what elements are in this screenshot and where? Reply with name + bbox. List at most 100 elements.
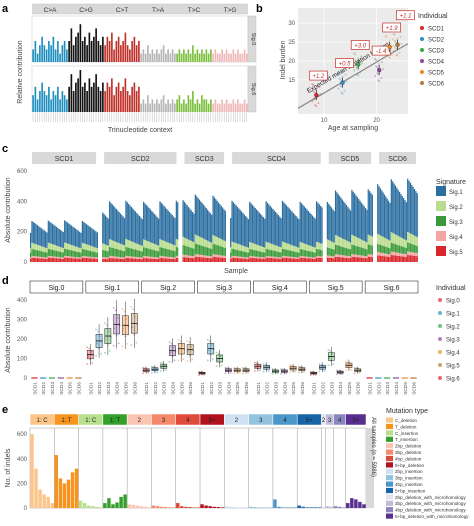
panel-a-bar	[95, 74, 97, 112]
panel-e-legend-item: C_insertion	[395, 431, 419, 436]
panel-c-bar-segment	[254, 243, 256, 251]
panel-c-bar-segment	[208, 258, 210, 262]
panel-c-bar-segment	[189, 208, 191, 241]
panel-c-bar-segment	[404, 254, 406, 257]
panel-e-bar	[139, 506, 144, 508]
panel-c-bar-segment	[117, 249, 119, 257]
panel-c-bar-segment	[183, 237, 186, 246]
panel-c-bar-segment	[68, 256, 70, 258]
panel-b-sample-point	[338, 71, 341, 74]
panel-c-bar-segment	[92, 258, 94, 262]
panel-a-bar	[198, 103, 201, 112]
panel-c-bar-segment	[351, 234, 353, 245]
panel-c-strip-label: SCD4	[267, 156, 286, 163]
panel-c-bar-segment	[61, 257, 63, 259]
panel-c-bar-segment	[32, 243, 34, 250]
panel-c-bar-segment	[153, 258, 156, 262]
panel-d-sample-point	[217, 352, 220, 355]
panel-c-bar-segment	[94, 251, 96, 258]
panel-a-bar	[183, 99, 185, 112]
panel-c-bar-segment	[291, 245, 293, 252]
panel-d-ylabel: Absolute contribution	[5, 307, 12, 372]
panel-c-bar-segment	[128, 203, 130, 241]
panel-c-bar-segment	[285, 249, 288, 257]
panel-c-bar-segment	[377, 233, 379, 244]
panel-c-bar-segment	[247, 258, 250, 262]
panel-d-sample-point	[187, 350, 190, 353]
panel-c-bar-segment	[118, 211, 120, 244]
panel-e-bar	[54, 455, 59, 508]
panel-c-bar-segment	[318, 249, 320, 257]
panel-c-bar-segment	[164, 256, 167, 259]
panel-c-bar-segment	[339, 195, 341, 238]
panel-c-bar-segment	[126, 247, 128, 256]
panel-c-bar-segment	[333, 258, 335, 262]
panel-c-bar-segment	[216, 257, 218, 262]
panel-c-bar-segment	[284, 256, 286, 258]
panel-c-bar-segment	[130, 241, 132, 249]
panel-c-bar-segment	[364, 208, 367, 242]
panel-a-bar	[48, 41, 50, 62]
panel-a-bar	[149, 103, 151, 112]
panel-c-bar-segment	[55, 245, 58, 251]
panel-d-sample-point	[90, 350, 93, 353]
panel-a-bar	[131, 86, 133, 112]
panel-c-bar-segment	[81, 257, 84, 262]
panel-c-bar-segment	[295, 257, 297, 259]
panel-c-bar-segment	[239, 250, 241, 257]
panel-c-bar-segment	[392, 251, 394, 256]
panel-b-ytick: 25	[288, 40, 295, 46]
panel-c-bar-segment	[208, 241, 210, 249]
panel-c-bar-segment	[279, 258, 281, 262]
panel-c-bar-segment	[91, 256, 93, 259]
panel-c-bar-segment	[261, 215, 263, 247]
panel-c-bar-segment	[183, 201, 186, 238]
panel-c-bar-segment	[415, 236, 417, 246]
panel-c-bar-segment	[215, 257, 217, 262]
panel-b-sample-point	[380, 77, 383, 80]
panel-c-bar-segment	[80, 252, 82, 258]
panel-e-bar	[99, 507, 103, 508]
panel-c-bar-segment	[212, 256, 214, 262]
panel-a-bar	[165, 53, 167, 62]
panel-c-bar-segment	[298, 258, 300, 262]
panel-c-bar-segment	[79, 231, 81, 248]
panel-c-bar-segment	[92, 246, 94, 252]
panel-c-bar-segment	[254, 250, 256, 257]
panel-c-bar-segment	[59, 257, 62, 259]
panel-c-bar-segment	[35, 256, 37, 258]
panel-c-bar-segment	[32, 256, 34, 258]
panel-c-bar-segment	[83, 256, 85, 258]
panel-c-bar-segment	[318, 242, 320, 250]
panel-c-bar-segment	[132, 256, 134, 259]
panel-c-bar-segment	[261, 258, 263, 262]
panel-c-bar-segment	[47, 255, 49, 258]
panel-c-bar-segment	[292, 251, 294, 258]
panel-a-bar	[147, 45, 149, 62]
panel-c-bar-segment	[162, 204, 164, 241]
panel-b-legend-swatch	[420, 37, 424, 41]
panel-c-bar-segment	[44, 247, 47, 253]
panel-d-sample-point	[179, 340, 182, 343]
panel-a-bar	[216, 103, 219, 112]
panel-b-sample-point	[340, 91, 343, 94]
panel-c-bar-segment	[337, 245, 339, 255]
panel-c-bar-segment	[355, 236, 357, 246]
panel-c-bar-segment	[69, 256, 71, 259]
panel-c-bar-segment	[50, 249, 52, 257]
panel-c-bar-segment	[69, 224, 71, 245]
panel-a-bar	[106, 82, 109, 112]
panel-c-bar-segment	[201, 245, 203, 256]
panel-b-sample-point	[374, 75, 377, 78]
panel-c-bar-segment	[246, 258, 248, 262]
panel-e-strip-label: 1: T	[110, 418, 121, 424]
panel-c-bar-segment	[394, 185, 397, 235]
panel-b-ylabel: Indel burden	[280, 40, 287, 79]
panel-c-bar-segment	[152, 243, 154, 250]
panel-d-sample-point	[238, 372, 241, 374]
panel-c-bar-segment	[285, 205, 288, 244]
panel-c-bar-segment	[317, 255, 319, 258]
panel-d-sample-point	[285, 372, 288, 375]
panel-c-bar-segment	[378, 186, 380, 235]
panel-c-bar-segment	[370, 192, 372, 236]
